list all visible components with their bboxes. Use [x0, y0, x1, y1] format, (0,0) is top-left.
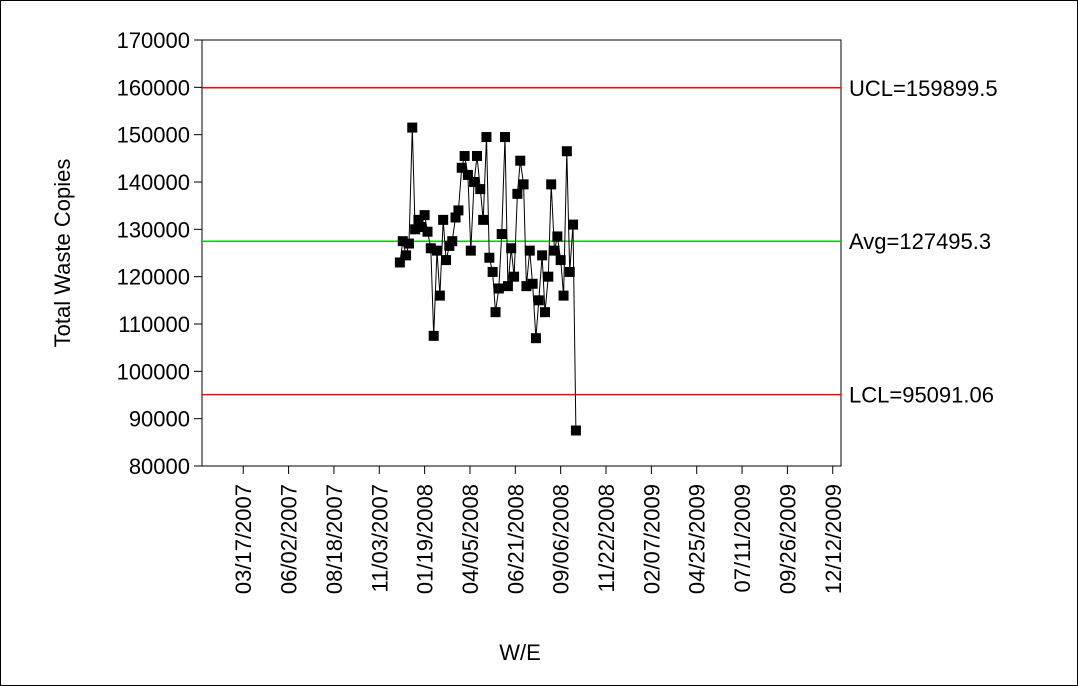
x-tick-label: 07/11/2009 [730, 484, 755, 592]
x-tick-label: 04/25/2009 [685, 484, 710, 594]
x-tick-label: 11/03/2007 [367, 484, 392, 592]
data-point [539, 307, 550, 318]
y-tick-label: 80000 [129, 454, 190, 479]
x-tick-label: 04/05/2008 [458, 484, 483, 594]
data-series [394, 122, 581, 436]
series-line [399, 127, 577, 431]
x-tick-label: 03/17/2007 [231, 484, 256, 594]
data-point [465, 245, 476, 256]
data-point [530, 333, 541, 344]
data-point [419, 210, 430, 221]
x-tick-label: 06/21/2008 [503, 484, 528, 594]
y-tick-label: 120000 [117, 265, 190, 290]
x-axis: 03/17/2007 06/02/2007 08/18/2007 11/03/2007… [231, 466, 846, 594]
data-point [487, 266, 498, 277]
y-tick-label: 150000 [117, 123, 190, 148]
data-point [413, 214, 424, 225]
data-point [462, 169, 473, 180]
data-point [484, 252, 495, 263]
data-point [496, 229, 507, 240]
data-point [570, 425, 581, 436]
y-tick-label: 130000 [117, 217, 190, 242]
data-point [506, 243, 517, 254]
data-point [425, 243, 436, 254]
data-point [546, 179, 557, 190]
data-point [543, 271, 554, 282]
data-point [515, 155, 526, 166]
data-point [537, 250, 548, 261]
data-point [394, 257, 405, 268]
data-point [459, 150, 470, 161]
data-point [500, 132, 511, 143]
data-point [453, 205, 464, 216]
data-point [552, 231, 563, 242]
data-point [428, 330, 439, 341]
x-tick-label: 09/26/2009 [775, 484, 800, 594]
data-point [431, 245, 442, 256]
data-point [403, 238, 414, 249]
data-point [447, 236, 458, 247]
data-point [475, 184, 486, 195]
y-axis: 80000 90000 100000 110000 120000 130000 140000… [117, 28, 202, 479]
data-point [422, 226, 433, 237]
data-point [469, 177, 480, 187]
data-point [407, 122, 418, 133]
data-point [564, 266, 575, 277]
data-point [512, 188, 523, 199]
data-point [434, 290, 445, 301]
data-point [471, 150, 482, 161]
x-axis-title: W/E [499, 640, 541, 665]
x-tick-label: 06/02/2007 [277, 484, 302, 594]
data-point [490, 307, 501, 318]
y-tick-label: 160000 [117, 75, 190, 100]
x-tick-label: 01/19/2008 [413, 484, 438, 594]
data-point [401, 250, 412, 261]
data-point [416, 221, 427, 232]
data-point [410, 224, 421, 235]
data-point [509, 271, 520, 282]
data-point [481, 132, 492, 143]
data-point [524, 245, 535, 256]
data-point [518, 179, 529, 190]
lcl-label: LCL=95091.06 [849, 383, 994, 408]
data-point [450, 212, 461, 223]
data-point [558, 290, 569, 301]
data-point [397, 236, 408, 247]
data-point [561, 146, 572, 157]
avg-label: Avg=127495.3 [849, 229, 991, 254]
data-point [502, 281, 513, 292]
ucl-label: UCL=159899.5 [849, 76, 998, 101]
data-point [533, 295, 544, 306]
y-tick-label: 140000 [117, 170, 190, 195]
data-point [493, 283, 504, 294]
y-tick-label: 170000 [117, 28, 190, 53]
x-tick-label: 09/06/2008 [549, 484, 574, 594]
data-point [438, 214, 449, 225]
x-tick-label: 12/12/2009 [821, 484, 846, 594]
data-point [527, 278, 538, 289]
x-tick-label: 11/22/2008 [594, 484, 619, 592]
data-point [456, 162, 467, 173]
y-axis-title: Total Waste Copies [50, 159, 75, 348]
data-point [549, 245, 560, 256]
data-point [441, 255, 452, 266]
data-point [478, 214, 489, 225]
y-tick-label: 90000 [129, 407, 190, 432]
control-limit-lines: UCL=159899.5 Avg=127495.3 LCL=95091.06 [202, 76, 998, 408]
data-point [568, 219, 579, 230]
plot-area [201, 39, 842, 467]
y-tick-label: 100000 [117, 359, 190, 384]
x-tick-label: 02/07/2009 [639, 484, 664, 594]
y-tick-label: 110000 [118, 312, 190, 337]
data-point [521, 281, 532, 292]
data-point [555, 255, 566, 266]
x-tick-label: 08/18/2007 [322, 484, 347, 594]
